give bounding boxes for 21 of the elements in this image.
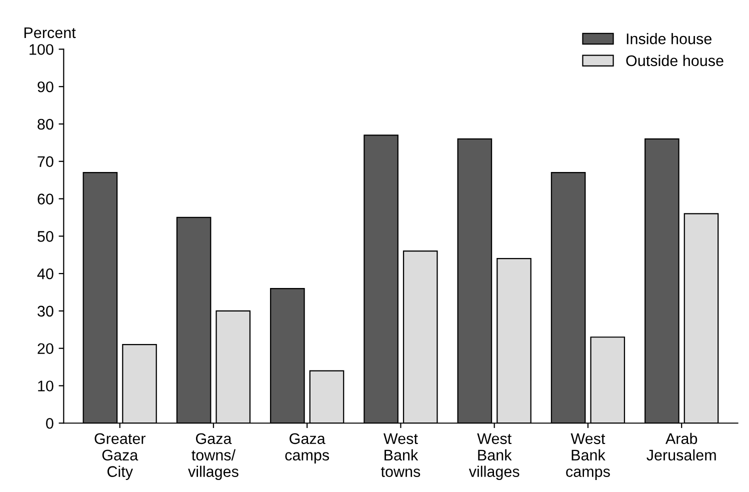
y-tick-label: 100	[30, 44, 54, 55]
y-tick-label: 40	[37, 268, 54, 280]
y-tick-label: 20	[38, 343, 54, 354]
x-tick-label: Greater Gaza City	[94, 433, 146, 480]
y-tick-label: 10	[38, 380, 54, 392]
y-tick-label: 30	[38, 306, 54, 317]
legend-label: Outside house	[626, 54, 724, 66]
x-tick-label: Gaza towns/ villages	[188, 433, 238, 480]
y-tick-label: 70	[38, 156, 54, 168]
y-tick-label: 0	[46, 418, 54, 429]
x-tick-label: West Bank villages	[468, 433, 520, 480]
x-tick-label: West Bank towns	[380, 433, 420, 477]
x-tick-label: West Bank camps	[566, 433, 610, 480]
y-tick-label: 50	[38, 231, 54, 242]
y-tick-label: 60	[38, 194, 54, 204]
y-tick-label: 90	[38, 81, 54, 92]
x-tick-label: Arab Jerusalem	[646, 432, 716, 461]
y-axis-title: Percent	[24, 27, 76, 38]
y-tick-label: 80	[38, 118, 54, 130]
legend-label: Inside house	[626, 33, 712, 44]
x-tick-label: Gaza camps	[285, 433, 330, 464]
